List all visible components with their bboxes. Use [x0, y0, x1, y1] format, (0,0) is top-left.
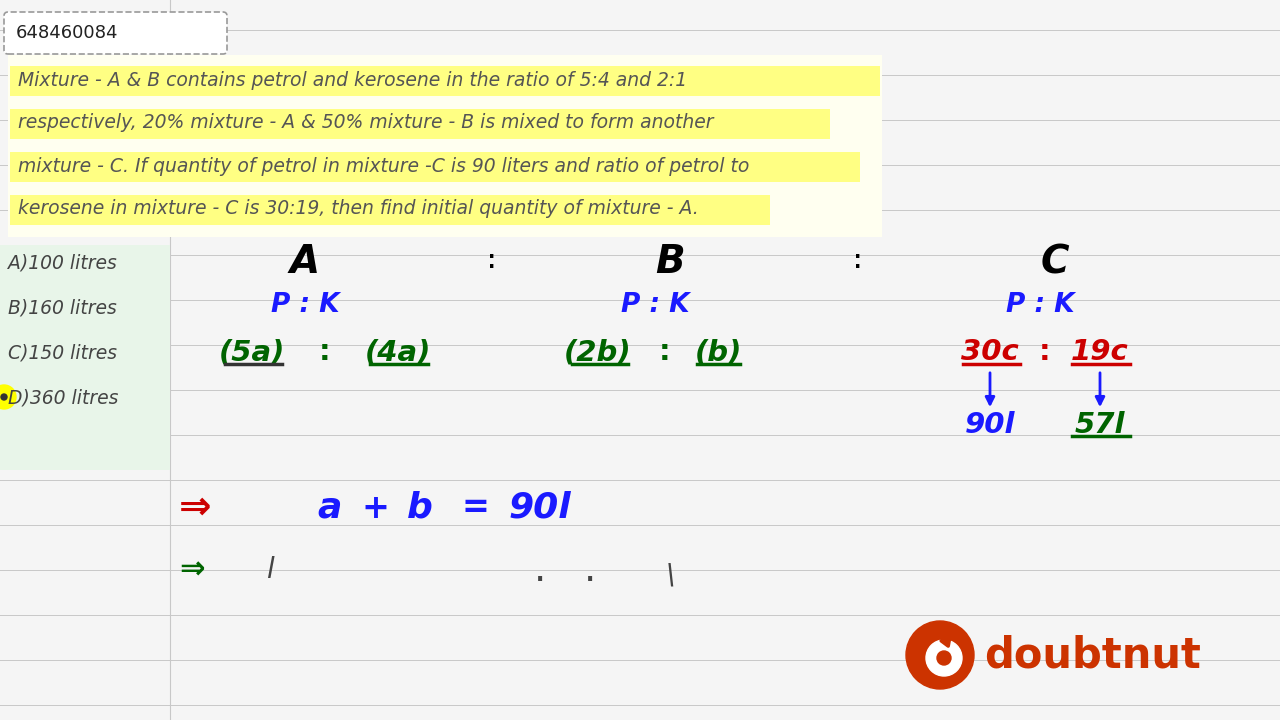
Text: :: :	[659, 338, 671, 366]
Text: mixture - C. If quantity of petrol in mixture -C is 90 liters and ratio of petro: mixture - C. If quantity of petrol in mi…	[18, 156, 749, 176]
Text: .: .	[584, 551, 596, 589]
Text: 648460084: 648460084	[15, 24, 119, 42]
Text: 30c: 30c	[961, 338, 1019, 366]
Text: =: =	[461, 492, 489, 524]
Text: C: C	[1041, 243, 1069, 281]
Text: 90l: 90l	[508, 491, 571, 525]
Text: A: A	[291, 243, 320, 281]
Text: kerosene in mixture - C is 30:19, then find initial quantity of mixture - A.: kerosene in mixture - C is 30:19, then f…	[18, 199, 699, 218]
Text: Mixture - A & B contains petrol and kerosene in the ratio of 5:4 and 2:1: Mixture - A & B contains petrol and kero…	[18, 71, 687, 89]
Text: (4a): (4a)	[365, 338, 431, 366]
Text: doubtnut: doubtnut	[984, 634, 1201, 676]
Text: (b): (b)	[694, 338, 741, 366]
Circle shape	[925, 640, 963, 676]
Text: P : K: P : K	[621, 292, 690, 318]
Text: ·: ·	[854, 258, 861, 276]
Bar	[10, 152, 860, 182]
Text: respectively, 20% mixture - A & 50% mixture - B is mixed to form another: respectively, 20% mixture - A & 50% mixt…	[18, 114, 713, 132]
Text: ·: ·	[488, 258, 495, 276]
Circle shape	[1, 394, 6, 400]
Text: P : K: P : K	[1006, 292, 1074, 318]
Text: b: b	[407, 491, 433, 525]
Text: 90l: 90l	[965, 411, 1015, 439]
Bar	[10, 195, 771, 225]
Text: D)360 litres: D)360 litres	[8, 389, 118, 408]
Circle shape	[0, 385, 15, 409]
Bar	[10, 109, 829, 139]
Text: +: +	[361, 492, 389, 524]
Text: ·: ·	[854, 248, 861, 266]
Text: A)100 litres: A)100 litres	[8, 253, 116, 272]
Text: 19c: 19c	[1071, 338, 1129, 366]
Circle shape	[937, 651, 951, 665]
Text: (2b): (2b)	[564, 338, 632, 366]
Text: B)160 litres: B)160 litres	[8, 299, 116, 318]
Text: :: :	[1039, 338, 1051, 366]
Text: P : K: P : K	[270, 292, 339, 318]
Text: B: B	[655, 243, 685, 281]
Text: \: \	[666, 561, 675, 589]
Text: C)150 litres: C)150 litres	[8, 343, 116, 362]
Text: :: :	[319, 338, 330, 366]
FancyBboxPatch shape	[4, 12, 227, 54]
Text: ⇒: ⇒	[179, 556, 205, 585]
Text: (5a): (5a)	[219, 338, 285, 366]
Text: .: .	[534, 551, 547, 589]
Text: ·: ·	[488, 248, 495, 266]
Text: a: a	[317, 491, 342, 525]
Bar	[10, 66, 881, 96]
Text: l: l	[266, 556, 274, 584]
Bar	[0, 245, 170, 470]
FancyBboxPatch shape	[8, 55, 882, 237]
Text: 57l: 57l	[1075, 411, 1125, 439]
Circle shape	[906, 621, 974, 689]
Text: ⇒: ⇒	[179, 489, 211, 527]
